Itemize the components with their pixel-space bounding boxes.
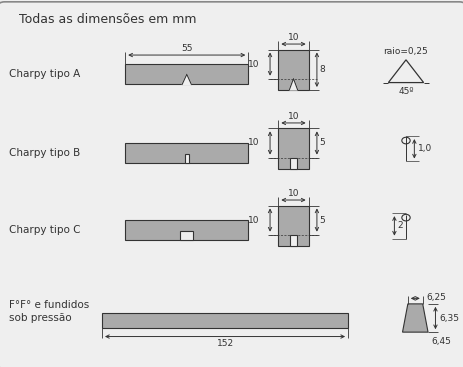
Text: Charpy tipo C: Charpy tipo C xyxy=(9,225,81,235)
Polygon shape xyxy=(402,304,427,332)
Bar xyxy=(278,128,308,169)
Text: 152: 152 xyxy=(216,339,233,348)
Text: 10: 10 xyxy=(248,59,259,69)
Bar xyxy=(125,143,248,163)
Text: 10: 10 xyxy=(248,215,259,225)
Text: 5: 5 xyxy=(319,215,325,225)
Text: 10: 10 xyxy=(287,112,299,121)
Text: F°F° e fundidos
sob pressão: F°F° e fundidos sob pressão xyxy=(9,300,89,323)
Text: 6,45: 6,45 xyxy=(431,337,450,346)
Polygon shape xyxy=(289,79,297,90)
Text: 10: 10 xyxy=(287,33,299,42)
Text: 45º: 45º xyxy=(397,87,413,96)
Text: 10: 10 xyxy=(248,138,259,148)
Text: Charpy tipo B: Charpy tipo B xyxy=(9,148,81,158)
Bar xyxy=(278,50,308,90)
Text: raio=0,25: raio=0,25 xyxy=(383,47,427,56)
Polygon shape xyxy=(181,74,191,84)
Bar xyxy=(289,157,296,169)
Bar xyxy=(278,206,308,246)
Text: Charpy tipo A: Charpy tipo A xyxy=(9,69,81,79)
Text: 10: 10 xyxy=(287,189,299,198)
Text: 55: 55 xyxy=(181,44,192,53)
Bar xyxy=(185,154,188,163)
Text: 6,25: 6,25 xyxy=(425,293,445,302)
Bar xyxy=(125,64,248,84)
Bar xyxy=(125,220,248,240)
Text: 5: 5 xyxy=(319,138,325,148)
Text: 8: 8 xyxy=(319,65,325,74)
Bar xyxy=(180,231,193,240)
Text: 6,35: 6,35 xyxy=(438,313,458,323)
Bar xyxy=(289,235,296,246)
Bar xyxy=(102,313,347,328)
Text: Todas as dimensões em mm: Todas as dimensões em mm xyxy=(19,13,196,26)
Polygon shape xyxy=(388,60,423,83)
Text: 2: 2 xyxy=(397,221,402,230)
Text: 1,0: 1,0 xyxy=(417,144,432,153)
